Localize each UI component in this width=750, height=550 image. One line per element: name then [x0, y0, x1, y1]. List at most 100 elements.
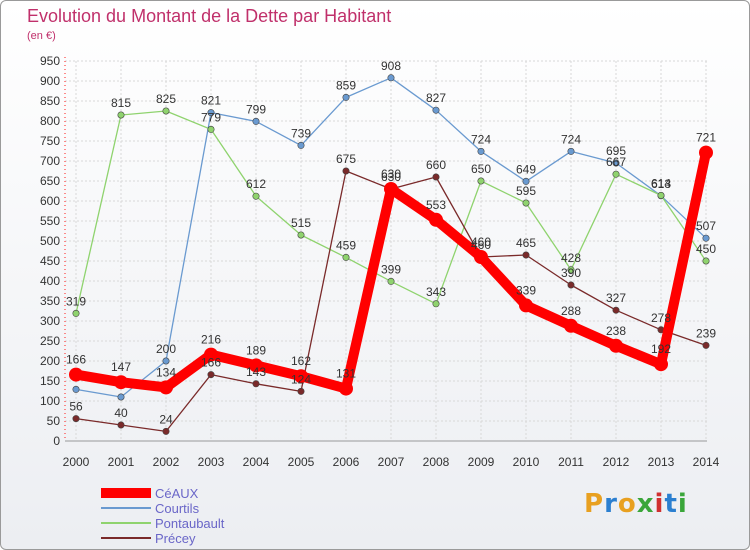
data-label: 460 — [471, 238, 491, 252]
y-tick-label: 650 — [40, 174, 60, 188]
data-label: 450 — [696, 242, 716, 256]
logo-letter: P — [584, 489, 605, 519]
y-tick-label: 450 — [40, 254, 60, 268]
data-point — [297, 387, 305, 395]
data-point — [252, 380, 260, 388]
legend-label: CéAUX — [155, 486, 199, 501]
data-label: 595 — [516, 184, 536, 198]
data-label: 859 — [336, 78, 356, 92]
data-label: 724 — [561, 132, 581, 146]
data-label: 327 — [606, 291, 626, 305]
data-point — [204, 347, 218, 362]
y-tick-label: 900 — [40, 74, 60, 88]
y-tick-label: 950 — [40, 54, 60, 68]
data-label: 721 — [696, 131, 716, 145]
data-point — [432, 300, 440, 308]
data-point — [342, 167, 350, 175]
x-tick-label: 2012 — [603, 455, 630, 469]
data-label: 649 — [516, 162, 536, 176]
data-point — [654, 357, 668, 372]
legend-label: Pontaubault — [155, 516, 225, 531]
data-label: 515 — [291, 216, 311, 230]
y-tick-label: 850 — [40, 94, 60, 108]
data-label: 630 — [381, 170, 401, 184]
data-label: 739 — [291, 126, 311, 140]
data-point — [207, 125, 215, 133]
data-label: 131 — [336, 367, 356, 381]
unit-label: (en €) — [27, 30, 56, 42]
data-label: 724 — [471, 132, 491, 146]
data-label: 465 — [516, 236, 536, 250]
data-label: 799 — [246, 102, 266, 116]
legend-label: Précey — [155, 531, 196, 546]
data-label: 288 — [561, 304, 581, 318]
x-tick-label: 2005 — [288, 455, 315, 469]
y-tick-label: 800 — [40, 114, 60, 128]
data-label: 56 — [69, 400, 83, 414]
data-point — [567, 281, 575, 289]
y-tick-label: 300 — [40, 314, 60, 328]
x-tick-label: 2010 — [513, 455, 540, 469]
data-label: 399 — [381, 262, 401, 276]
data-point — [117, 111, 125, 119]
logo-letter: i — [654, 489, 665, 519]
data-point — [429, 212, 443, 227]
data-label: 189 — [246, 343, 266, 357]
data-point — [477, 147, 485, 155]
data-point — [474, 250, 488, 264]
data-point — [522, 177, 530, 185]
data-point — [342, 93, 350, 101]
data-label: 278 — [651, 311, 671, 325]
data-label: 460 — [471, 235, 491, 249]
data-point — [162, 427, 170, 435]
data-point — [249, 358, 263, 373]
data-point — [294, 369, 308, 384]
x-tick-label: 2014 — [693, 455, 720, 469]
data-label: 238 — [606, 324, 626, 338]
data-label: 166 — [66, 353, 86, 367]
data-point — [702, 257, 710, 265]
data-point — [114, 375, 128, 390]
data-point — [72, 415, 80, 423]
data-point — [702, 234, 710, 242]
data-label: 660 — [426, 158, 446, 172]
data-point — [612, 170, 620, 178]
x-tick-label: 2002 — [153, 455, 180, 469]
series-layer — [69, 74, 713, 435]
data-label: 239 — [696, 326, 716, 340]
data-label: 613 — [651, 177, 671, 191]
data-point — [564, 318, 578, 333]
y-tick-label: 250 — [40, 334, 60, 348]
data-label: 143 — [246, 365, 266, 379]
data-label: 40 — [114, 406, 128, 420]
data-point — [207, 109, 215, 117]
x-tick-label: 2011 — [558, 455, 584, 469]
data-point — [567, 147, 575, 155]
data-label: 612 — [246, 177, 266, 191]
data-label: 695 — [606, 144, 626, 158]
data-point — [699, 145, 713, 160]
data-point — [162, 357, 170, 365]
data-point — [252, 192, 260, 200]
data-label: 815 — [111, 96, 131, 110]
data-point — [519, 298, 533, 313]
y-tick-label: 50 — [47, 414, 61, 428]
y-tick-label: 600 — [40, 194, 60, 208]
data-label: 343 — [426, 285, 446, 299]
data-label: 667 — [606, 155, 626, 169]
data-point — [432, 173, 440, 181]
logo-letter: i — [677, 489, 688, 519]
data-point — [612, 306, 620, 314]
x-tick-label: 2009 — [468, 455, 495, 469]
data-labels: 200 821 799 739 859 908 827 724 649 724 695 613 507 3… — [66, 59, 716, 427]
data-label: 779 — [201, 110, 221, 124]
chart-title: Evolution du Montant de la Dette par Hab… — [27, 6, 392, 26]
data-label: 827 — [426, 91, 446, 105]
data-point — [342, 253, 350, 261]
data-label: 339 — [516, 283, 536, 297]
axes: 0 50 100 150 200 250 300 350 400 450 500 550 600 650 7… — [40, 54, 720, 469]
data-label: 216 — [201, 333, 221, 347]
data-point — [72, 309, 80, 317]
data-point — [522, 251, 530, 259]
